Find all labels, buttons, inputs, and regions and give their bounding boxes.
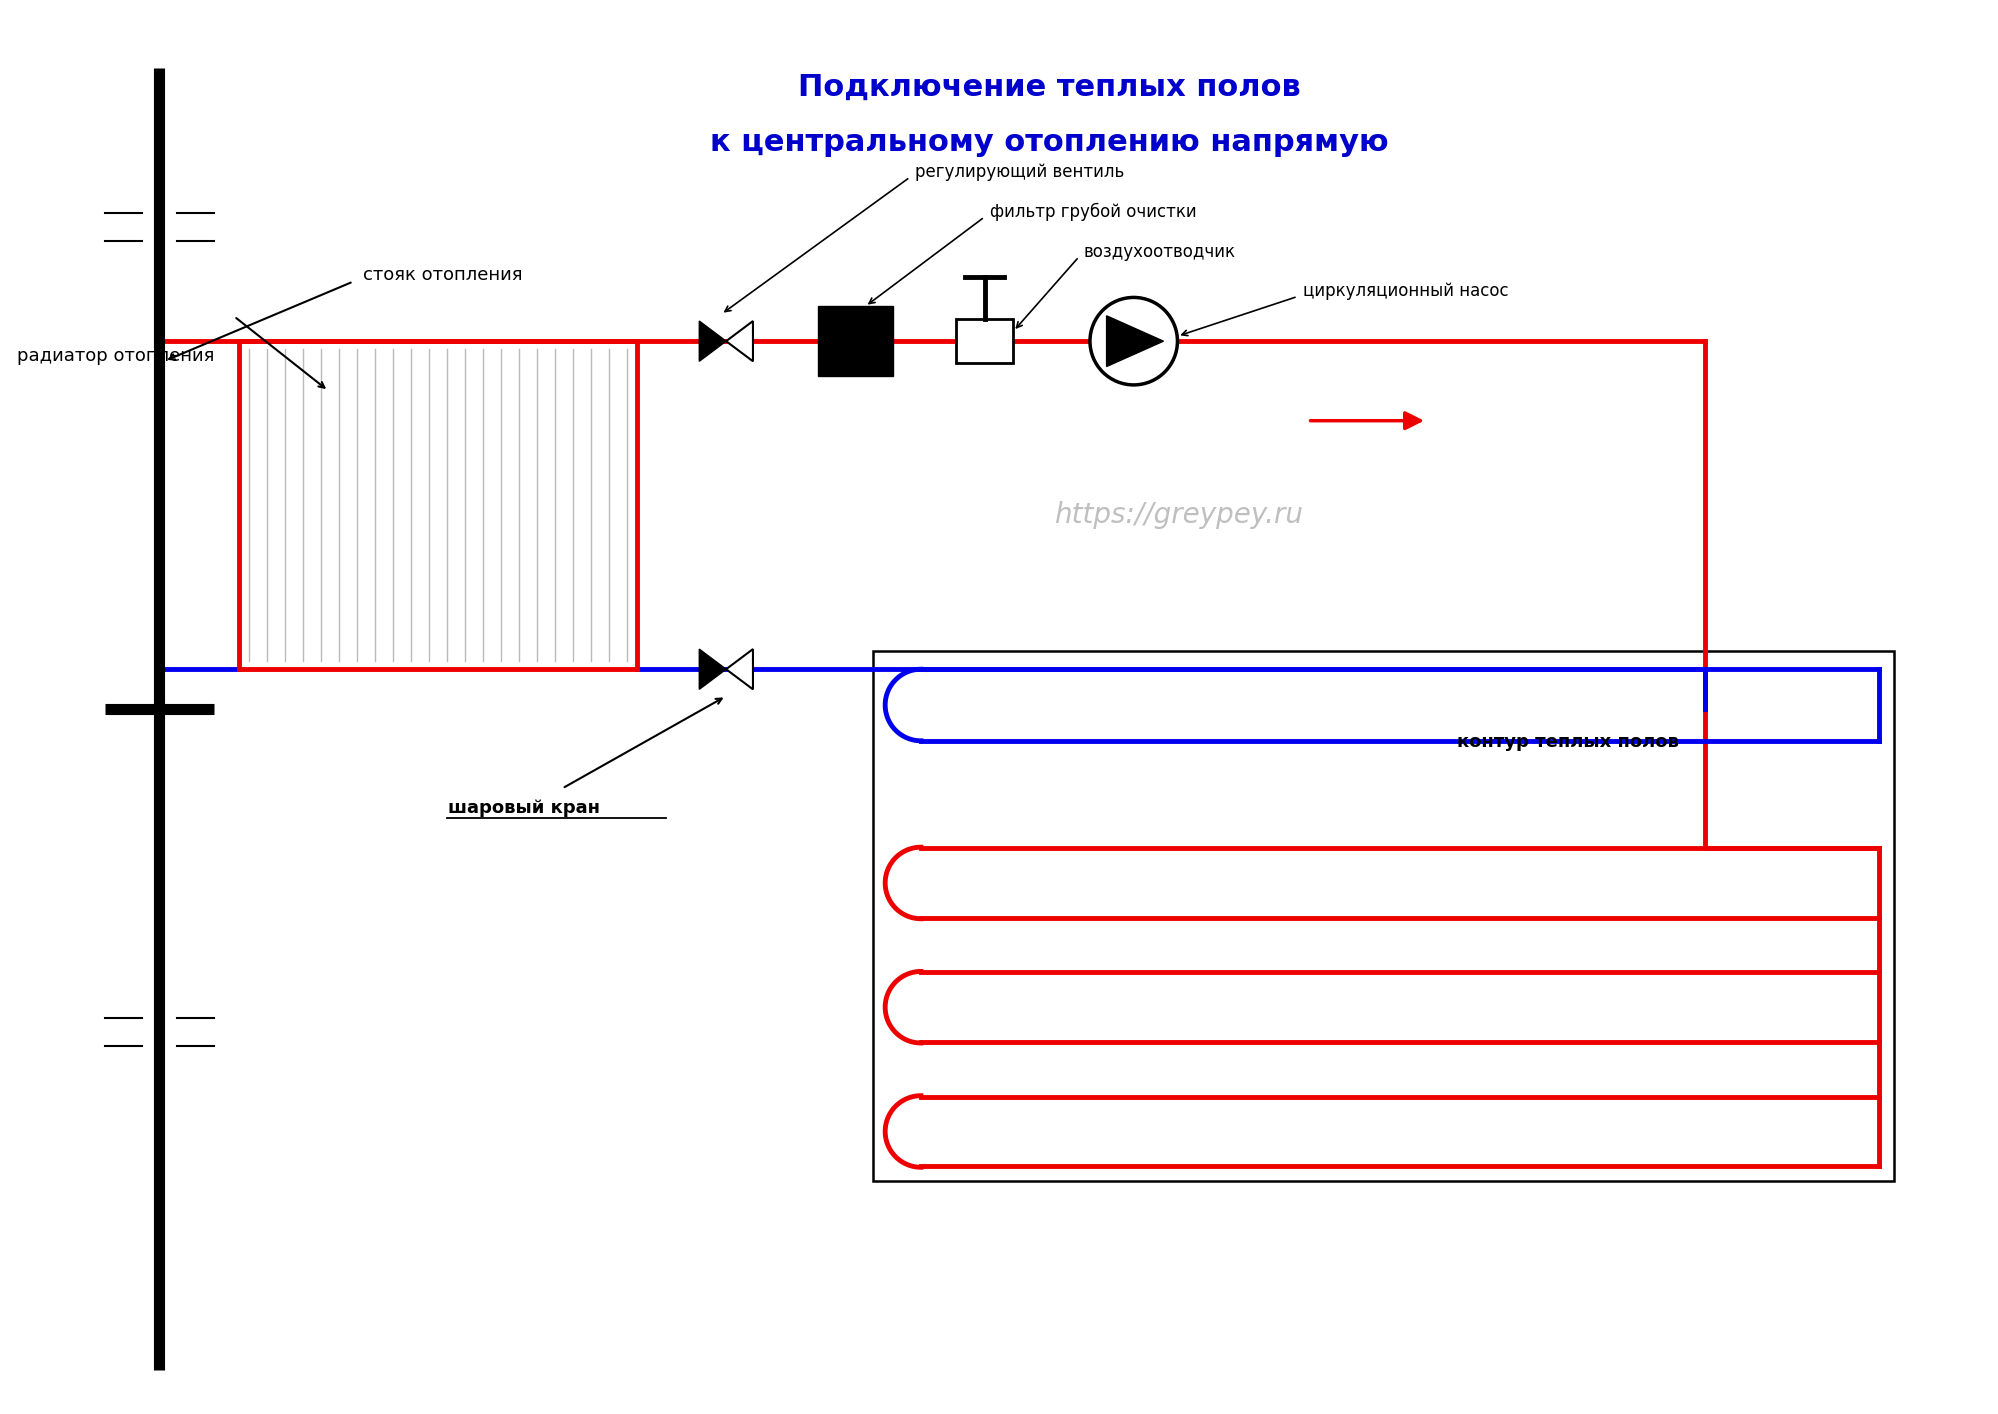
- Text: https://greypey.ru: https://greypey.ru: [1053, 501, 1303, 529]
- Text: шаровый кран: шаровый кран: [448, 799, 599, 817]
- Polygon shape: [725, 649, 753, 690]
- Polygon shape: [1107, 315, 1163, 366]
- Polygon shape: [725, 321, 753, 362]
- Text: фильтр грубой очистки: фильтр грубой очистки: [989, 202, 1195, 221]
- Text: воздухоотводчик: воздухоотводчик: [1083, 243, 1235, 260]
- Bar: [817, 307, 893, 376]
- Polygon shape: [699, 321, 725, 362]
- Text: стояк отопления: стояк отопления: [364, 266, 523, 284]
- Text: радиатор отопления: радиатор отопления: [18, 346, 214, 365]
- Text: к центральному отоплению напрямую: к центральному отоплению напрямую: [709, 127, 1389, 157]
- Bar: [955, 320, 1013, 363]
- Circle shape: [1089, 297, 1177, 385]
- Bar: [240, 341, 635, 669]
- Bar: [873, 652, 1894, 1181]
- Text: циркуляционный насос: циркуляционный насос: [1303, 283, 1508, 300]
- Polygon shape: [699, 649, 725, 690]
- Text: контур теплых полов: контур теплых полов: [1457, 732, 1678, 751]
- Bar: [240, 341, 635, 669]
- Text: регулирующий вентиль: регулирующий вентиль: [915, 163, 1123, 181]
- Text: Подключение теплых полов: Подключение теплых полов: [797, 74, 1301, 102]
